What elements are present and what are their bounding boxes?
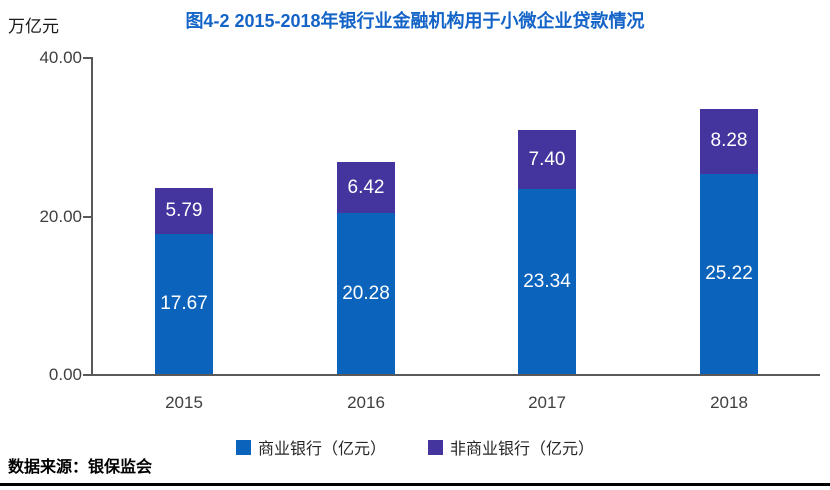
legend-item: 商业银行（亿元） <box>235 435 386 459</box>
y-axis-line <box>91 57 93 376</box>
bar-segment <box>155 188 213 234</box>
bar-segment <box>518 130 576 190</box>
x-tick-label: 2017 <box>528 393 566 412</box>
legend-swatch <box>428 439 443 455</box>
bar-segment <box>155 233 213 374</box>
bar-segment <box>518 189 576 374</box>
bar-segment <box>700 108 758 175</box>
bar-value-label: 7.40 <box>528 148 566 170</box>
y-tick-mark <box>83 215 91 218</box>
bar-segment <box>337 213 395 374</box>
x-tick-label: 2015 <box>165 393 203 412</box>
y-tick-label: 40.00 <box>39 48 82 67</box>
x-tick-label: 2016 <box>347 393 385 412</box>
bar-value-label: 5.79 <box>165 200 203 222</box>
legend-swatch <box>235 439 251 455</box>
bar-value-label: 25.22 <box>705 263 753 285</box>
bar-value-label: 8.28 <box>710 130 748 152</box>
bar-segment <box>337 162 395 214</box>
legend: 商业银行（亿元） 非商业银行（亿元） <box>0 436 830 458</box>
bar-value-label: 20.28 <box>342 282 390 304</box>
y-tick-mark <box>83 57 91 59</box>
y-tick-label: 20.00 <box>39 206 82 226</box>
legend-label: 商业银行（亿元） <box>257 441 386 458</box>
y-axis-unit-label: 万亿元 <box>8 17 59 36</box>
y-tick-label: 0.00 <box>48 365 82 384</box>
bottom-divider <box>0 483 830 486</box>
legend-label: 非商业银行（亿元） <box>450 441 595 458</box>
legend-item: 非商业银行（亿元） <box>428 435 594 459</box>
y-tick-mark <box>83 374 91 376</box>
x-axis-line <box>91 374 820 376</box>
x-tick-label: 2018 <box>710 393 748 412</box>
bar-value-label: 6.42 <box>347 176 385 198</box>
chart-title: 图4-2 2015-2018年银行业金融机构用于小微企业贷款情况 <box>185 11 645 31</box>
bar-value-label: 17.67 <box>160 292 208 314</box>
bar-segment <box>700 174 758 374</box>
bar-value-label: 23.34 <box>523 270 571 292</box>
data-source-note: 数据来源：银保监会 <box>8 459 153 476</box>
